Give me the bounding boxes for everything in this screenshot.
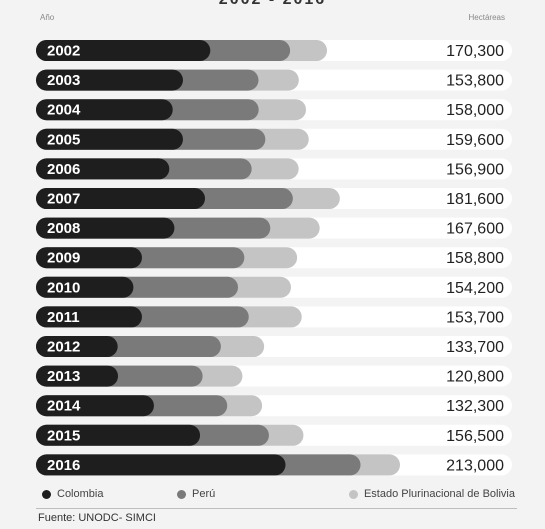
legend-swatch-colombia	[42, 489, 51, 499]
legend-item-bolivia: Estado Plurinacional de Bolivia	[348, 488, 515, 500]
total-label-2003: 153,800	[446, 73, 504, 90]
total-label-2016: 213,000	[446, 457, 504, 474]
year-label-2007: 2007	[47, 191, 80, 208]
total-label-2004: 158,000	[446, 102, 504, 119]
bar-colombia-2008	[36, 217, 175, 239]
legend-label-peru: Perú	[192, 488, 216, 500]
bar-colombia-2010	[36, 276, 134, 298]
year-label-2002: 2002	[47, 43, 80, 60]
total-label-2009: 158,800	[446, 250, 504, 267]
bar-colombia-2009	[36, 247, 142, 269]
total-label-2012: 133,700	[446, 339, 504, 356]
total-label-2007: 181,600	[446, 191, 504, 208]
legend-label-bolivia: Estado Plurinacional de Bolivia	[363, 488, 515, 500]
total-label-2006: 156,900	[446, 161, 504, 178]
total-label-2002: 170,300	[446, 43, 504, 60]
year-column-header: Año	[40, 13, 55, 22]
total-label-2008: 167,600	[446, 221, 504, 238]
year-label-2015: 2015	[47, 427, 80, 444]
year-label-2008: 2008	[47, 220, 80, 237]
stacked-bar-chart: 2002 170,300 2003 153,800 2004 158,000 2005 159…	[36, 40, 512, 476]
legend-item-colombia: Colombia	[42, 488, 103, 500]
year-label-2003: 2003	[47, 72, 80, 89]
bar-colombia-2011	[36, 306, 142, 328]
total-label-2005: 159,600	[446, 132, 504, 149]
year-label-2012: 2012	[47, 339, 80, 356]
bar-colombia-2013	[36, 365, 119, 387]
divider-line	[36, 508, 517, 509]
bar-colombia-2005	[36, 128, 183, 150]
source-note: Fuente: UNODC- SIMCI	[38, 512, 156, 524]
bar-colombia-2015	[36, 424, 201, 446]
chart-title: 2002 - 2016	[0, 0, 545, 9]
total-label-2015: 156,500	[446, 428, 504, 445]
bar-colombia-2016	[36, 454, 286, 476]
total-label-2014: 132,300	[446, 398, 504, 415]
bar-colombia-2006	[36, 158, 170, 180]
year-label-2010: 2010	[47, 279, 80, 296]
total-label-2011: 153,700	[446, 309, 504, 326]
bar-colombia-2007	[36, 188, 206, 209]
legend: Colombia Perú Estado Plurinacional de Bo…	[42, 488, 515, 506]
legend-swatch-peru	[177, 489, 186, 499]
year-label-2009: 2009	[47, 250, 80, 267]
legend-swatch-bolivia	[348, 489, 358, 499]
total-label-2010: 154,200	[446, 280, 504, 297]
year-label-2006: 2006	[47, 161, 80, 178]
bar-colombia-2003	[36, 69, 183, 91]
bar-colombia-2004	[36, 99, 173, 121]
year-label-2011: 2011	[47, 309, 80, 326]
year-label-2005: 2005	[47, 131, 80, 148]
year-label-2013: 2013	[47, 368, 80, 385]
bar-colombia-2012	[36, 336, 118, 357]
legend-label-colombia: Colombia	[57, 488, 104, 500]
year-label-2016: 2016	[47, 457, 80, 474]
legend-item-peru: Perú	[177, 488, 215, 500]
year-label-2014: 2014	[47, 398, 81, 415]
value-column-header: Hectáreas	[468, 13, 505, 22]
bar-colombia-2002	[36, 40, 211, 61]
total-label-2013: 120,800	[446, 369, 504, 386]
year-label-2004: 2004	[47, 102, 81, 119]
bar-colombia-2014	[36, 395, 154, 417]
